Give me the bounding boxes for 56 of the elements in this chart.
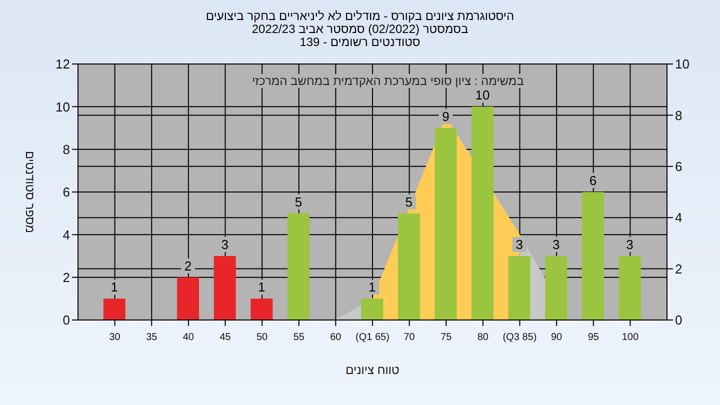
bar (177, 277, 200, 320)
data-label: 1 (110, 280, 118, 295)
y-tick-label: 6 (62, 184, 70, 200)
bar (287, 213, 310, 320)
bar (434, 128, 457, 320)
bar (214, 256, 236, 320)
x-tick-label: 40 (182, 332, 194, 343)
x-tick-label: 55 (293, 332, 305, 343)
y2-tick-label: 2 (675, 261, 682, 276)
chart-subtitle: בסמסטר (02/2022) סמסטר אביב 2022/23 סטודנטים רשומים - 139 (252, 22, 470, 49)
y2-tick-label: 6 (675, 159, 682, 174)
y-tick-label: 8 (62, 142, 70, 157)
y2-tick-label: 8 (675, 108, 682, 123)
x-tick-label: 50 (256, 332, 268, 343)
y2-tick-label: 4 (675, 210, 682, 226)
data-label: 1 (368, 280, 376, 295)
chart-title: היסטוגרמת ציונים בקורס - מודלים לא ליניאריים בחקר ביצועים (204, 9, 516, 23)
y-axis-title: מספר סטודנטים (22, 150, 37, 234)
y-tick-label: 10 (56, 99, 70, 114)
data-label: 9 (442, 109, 450, 124)
y2-tick-label: 0 (675, 312, 682, 328)
bar (398, 213, 420, 320)
y-tick-label: 12 (56, 56, 70, 72)
y-tick-label: 0 (62, 312, 70, 328)
data-label: 3 (552, 237, 560, 252)
x-tick-label: 75 (440, 332, 452, 343)
x-tick-label: 70 (404, 332, 416, 343)
x-axis-title: טווח ציונים (346, 363, 400, 377)
x-tick-label: (Q3 85) (502, 332, 537, 343)
annotation: במשימה : ציון סופי במערכת האקדמית במחשב המרכזי (250, 74, 526, 88)
data-label: 5 (294, 194, 302, 210)
y2-tick-label: 10 (675, 56, 690, 72)
data-label: 3 (626, 237, 634, 252)
y-tick-label: 4 (62, 227, 70, 242)
data-label: 5 (405, 194, 413, 210)
x-tick-label: 60 (330, 332, 342, 343)
x-tick-label: 80 (477, 332, 489, 343)
x-tick-label: 45 (220, 332, 232, 343)
bar (582, 192, 604, 320)
data-label: 10 (475, 88, 490, 103)
x-tick-label: (Q1 65) (356, 332, 390, 343)
data-label: 3 (221, 237, 228, 252)
data-label: 1 (258, 280, 266, 295)
data-label: 3 (516, 237, 523, 252)
x-tick-label: 30 (109, 332, 121, 343)
data-label: 6 (589, 173, 597, 188)
x-tick-label: 100 (622, 332, 639, 343)
x-tick-label: 35 (146, 332, 158, 343)
bar (250, 298, 273, 320)
x-tick-label: 90 (551, 332, 563, 343)
bar (472, 106, 494, 320)
x-tick-label: 95 (588, 332, 600, 343)
bar (618, 256, 641, 320)
y-tick-label: 2 (62, 270, 70, 285)
data-label: 2 (184, 258, 192, 274)
bar (103, 298, 126, 320)
